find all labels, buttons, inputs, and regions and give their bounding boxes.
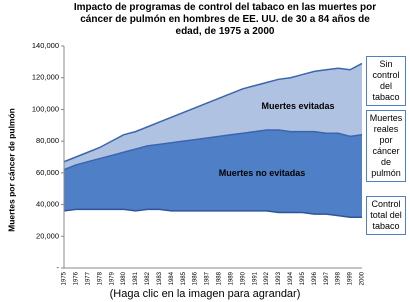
line bbox=[63, 129, 363, 171]
y-tick-label: 80,000 bbox=[36, 136, 59, 145]
x-tick-label: 1990 bbox=[240, 271, 246, 285]
y-tick-label: 40,000 bbox=[36, 200, 59, 209]
x-tick-label: 1981 bbox=[133, 271, 139, 285]
y-tick-label: 20,000 bbox=[36, 231, 59, 240]
x-tick-label: 1988 bbox=[217, 271, 223, 285]
area bbox=[64, 209, 362, 268]
x-tick-label: 1987 bbox=[205, 271, 211, 285]
x-tick-label: 1999 bbox=[348, 271, 354, 285]
x-tick-label: 1996 bbox=[312, 271, 318, 285]
x-tick-label: 2000 bbox=[360, 271, 366, 285]
x-tick-label: 1977 bbox=[85, 271, 91, 285]
series-label: Control total del tabaco bbox=[366, 196, 406, 235]
x-tick-label: 1978 bbox=[97, 271, 103, 285]
x-tick-label: 1991 bbox=[252, 271, 258, 285]
x-tick-label: 1985 bbox=[181, 271, 187, 285]
x-tick-label: 1979 bbox=[109, 271, 115, 285]
x-tick-label: 1994 bbox=[288, 271, 294, 285]
annotation: Muertes no evitadas bbox=[212, 165, 312, 181]
x-tick-label: 1983 bbox=[157, 271, 163, 285]
y-tick-label: - bbox=[57, 263, 60, 272]
line bbox=[63, 62, 363, 163]
x-tick-label: 1976 bbox=[73, 271, 79, 285]
x-tick-label: 1989 bbox=[228, 271, 234, 285]
series-label: Muertes reales por cáncer de pulmón bbox=[366, 110, 406, 182]
series-label: Sin control del tabaco bbox=[366, 56, 406, 106]
x-tick-label: 1997 bbox=[324, 271, 330, 285]
x-tick-label: 1986 bbox=[193, 271, 199, 285]
line bbox=[63, 208, 362, 219]
y-tick-label: 120,000 bbox=[32, 73, 59, 82]
y-tick-label: 140,000 bbox=[32, 41, 59, 50]
x-tick-label: 1975 bbox=[62, 271, 68, 285]
chart-title: Impacto de programas de control del taba… bbox=[73, 2, 377, 37]
x-tick-label: 1993 bbox=[276, 271, 282, 285]
x-tick-label: 1995 bbox=[300, 271, 306, 285]
annotation: Muertes evitadas bbox=[250, 98, 346, 114]
x-tick-label: 1998 bbox=[336, 271, 342, 285]
y-tick-label: 100,000 bbox=[32, 104, 59, 113]
x-tick-label: 1980 bbox=[121, 271, 127, 285]
x-tick-label: 1992 bbox=[264, 271, 270, 285]
y-axis-label: Muertes por cáncer de pulmón bbox=[6, 108, 16, 232]
x-tick-label: 1984 bbox=[169, 271, 175, 285]
x-tick-label: 1982 bbox=[145, 271, 151, 285]
caption: (Haga clic en la imagen para agrandar) bbox=[109, 288, 301, 300]
y-tick-label: 60,000 bbox=[36, 168, 59, 177]
